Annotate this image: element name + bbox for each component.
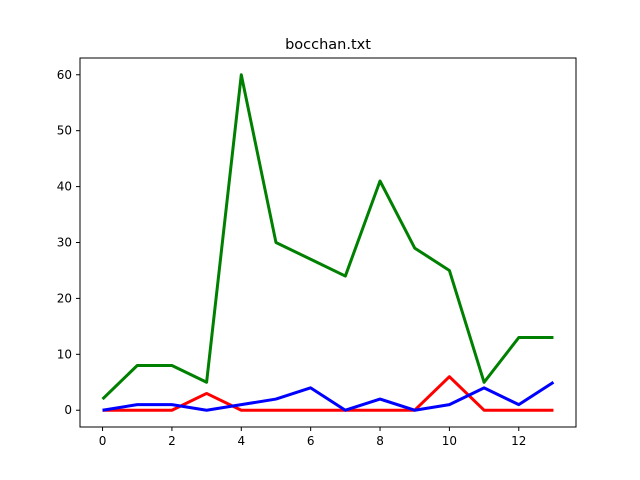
y-axis: 0 10 20 30 40 50 60: [57, 68, 80, 417]
series-line-3: [102, 381, 555, 412]
y-tick-label: 10: [57, 347, 72, 361]
x-tick-label: 12: [511, 434, 526, 448]
y-tick-label: 30: [57, 236, 72, 250]
x-tick-label: 6: [307, 434, 315, 448]
y-tick-label: 60: [57, 68, 72, 82]
x-tick-label: 0: [99, 434, 107, 448]
y-tick-label: 50: [57, 124, 72, 138]
chart-title: bocchan.txt: [285, 37, 371, 53]
y-tick-label: 0: [64, 403, 72, 417]
x-tick-label: 4: [237, 434, 245, 448]
x-axis: 0 2 4 6 8 10 12: [99, 427, 526, 448]
x-tick-label: 2: [168, 434, 176, 448]
x-tick-label: 10: [442, 434, 457, 448]
series-layer: [101, 73, 555, 412]
y-tick-label: 20: [57, 291, 72, 305]
series-line-1: [101, 73, 554, 401]
series-line-2: [102, 375, 554, 412]
x-tick-label: 8: [376, 434, 384, 448]
y-tick-label: 40: [57, 180, 72, 194]
